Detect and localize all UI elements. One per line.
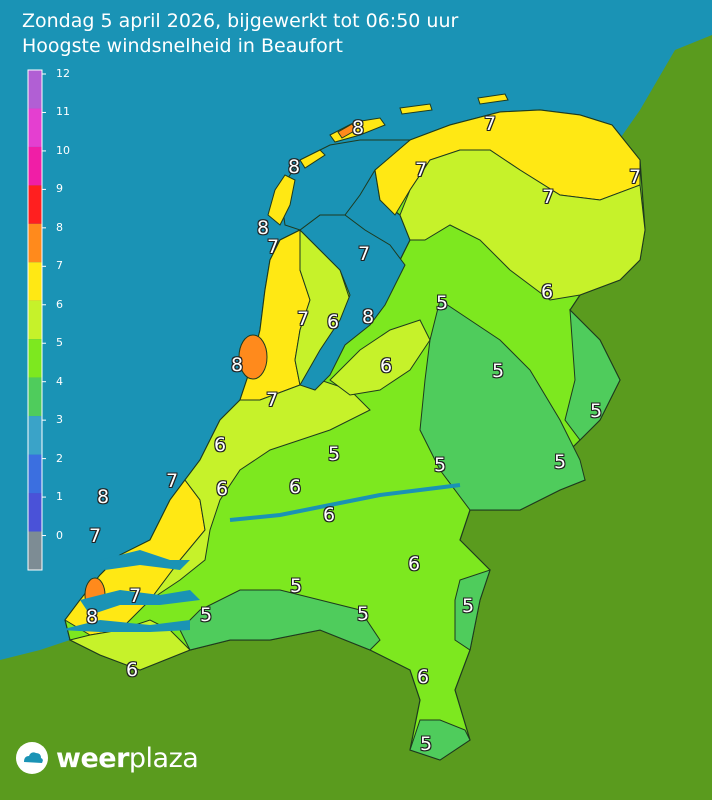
value-limburg-north: 5	[461, 595, 475, 617]
value-groningen-east: 7	[541, 186, 555, 208]
island-vlieland	[299, 149, 326, 169]
value-drenthe: 6	[540, 281, 554, 303]
value-enschede: 5	[553, 451, 567, 473]
value-vlieland: 8	[287, 156, 301, 178]
zone-4-achterhoek	[564, 308, 621, 441]
value-leeuwarden: 7	[414, 159, 428, 181]
value-gouda: 6	[288, 476, 302, 498]
value-eindhoven-west: 5	[289, 575, 303, 597]
value-sea-near: 7	[88, 525, 102, 547]
weerplaza-cloud-icon	[16, 742, 48, 774]
value-lelystad-north: 5	[435, 292, 449, 314]
legend-label-6: 6	[56, 297, 63, 311]
legend-swatch-11	[28, 108, 42, 147]
zeeland-water-2	[80, 590, 200, 615]
legend-label-0: 0	[56, 528, 63, 542]
island-ameland	[399, 103, 433, 115]
ijsselmeer	[299, 214, 406, 391]
value-zeeland-west: 8	[85, 606, 99, 628]
value-brabant-south: 5	[356, 603, 370, 625]
island-terschelling-orange	[337, 123, 357, 139]
zone-6-randstad	[149, 379, 371, 601]
value-leiden: 6	[213, 434, 227, 456]
legend-label-8: 8	[56, 220, 63, 234]
neighbor-land-east	[0, 35, 712, 800]
legend-swatch-10	[28, 146, 42, 186]
zeeland-water-1	[100, 550, 190, 570]
value-utrecht: 5	[327, 443, 341, 465]
value-sea-far: 8	[96, 486, 110, 508]
legend-label-11: 11	[56, 105, 70, 119]
value-rotterdam: 6	[215, 478, 229, 500]
beaufort-legend	[27, 69, 46, 571]
legend-swatch-9	[28, 185, 42, 224]
legend-swatch-0	[28, 531, 42, 570]
legend-label-12: 12	[56, 67, 70, 80]
value-friesland-north: 7	[414, 159, 428, 181]
legend-label-2: 2	[56, 451, 63, 465]
zone-8-ijmuiden	[238, 334, 268, 380]
legend-label-7: 7	[56, 259, 63, 273]
value-eemshaven: 7	[628, 166, 642, 188]
legend-swatch-6	[28, 300, 42, 340]
legend-swatch-3	[28, 416, 42, 455]
legend-label-10: 10	[56, 143, 70, 157]
value-hoek-van-holland: 7	[165, 470, 179, 492]
value-nijmegen-south: 6	[407, 553, 421, 575]
legend-label-9: 9	[56, 182, 63, 196]
zeeland-water-3	[60, 620, 190, 632]
legend-swatch-2	[28, 454, 42, 494]
island-schiermonnikoog	[477, 93, 509, 105]
map-title: Zondag 5 april 2026, bijgewerkt tot 06:5…	[22, 10, 459, 32]
value-groningen-coast: 7	[483, 113, 497, 135]
value-noordholland-mid: 7	[296, 308, 310, 330]
legend-swatch-8	[28, 223, 42, 263]
legend-swatch-7	[28, 262, 42, 301]
river-rhine	[229, 483, 461, 522]
value-tiel: 6	[322, 504, 336, 526]
legend-swatch-12	[28, 70, 42, 109]
value-ijmuiden: 8	[230, 354, 244, 376]
legend-swatch-5	[28, 339, 42, 378]
legend-label-4: 4	[56, 374, 63, 388]
value-arnhem: 5	[433, 454, 447, 476]
zone-6-northeast	[399, 149, 646, 301]
zone-4-south	[179, 589, 381, 651]
zone-4-limburg-north	[454, 569, 491, 651]
value-twente-north: 5	[491, 360, 505, 382]
value-flevoland: 6	[379, 355, 393, 377]
map-subtitle: Hoogste windsnelheid in Beaufort	[22, 35, 343, 57]
value-den-helder: 7	[266, 236, 280, 258]
value-ijsselmeer-north: 7	[357, 243, 371, 265]
value-texel: 8	[256, 217, 270, 239]
value-bergen-op-zoom: 5	[199, 604, 213, 626]
legend-border	[27, 69, 43, 571]
island-texel	[267, 174, 296, 226]
weerplaza-logo[interactable]: weerplaza	[14, 740, 199, 776]
value-schiphol: 7	[265, 389, 279, 411]
weerplaza-wordmark: weerplaza	[56, 742, 199, 774]
value-roermond: 6	[416, 666, 430, 688]
value-twente: 5	[589, 400, 603, 422]
legend-label-1: 1	[56, 490, 63, 504]
legend-swatch-1	[28, 493, 42, 532]
value-zeeuws-vlaanderen: 6	[125, 659, 139, 681]
legend-swatch-4	[28, 377, 42, 417]
value-zeeland-mid: 7	[128, 585, 142, 607]
value-urk: 8	[361, 306, 375, 328]
zone-4-east	[419, 299, 586, 511]
value-maastricht: 5	[419, 733, 433, 755]
legend-label-3: 3	[56, 413, 63, 427]
zone-4-maastricht	[409, 719, 471, 761]
value-markermeer: 6	[326, 311, 340, 333]
legend-label-5: 5	[56, 336, 63, 350]
value-terschelling: 8	[351, 117, 365, 139]
